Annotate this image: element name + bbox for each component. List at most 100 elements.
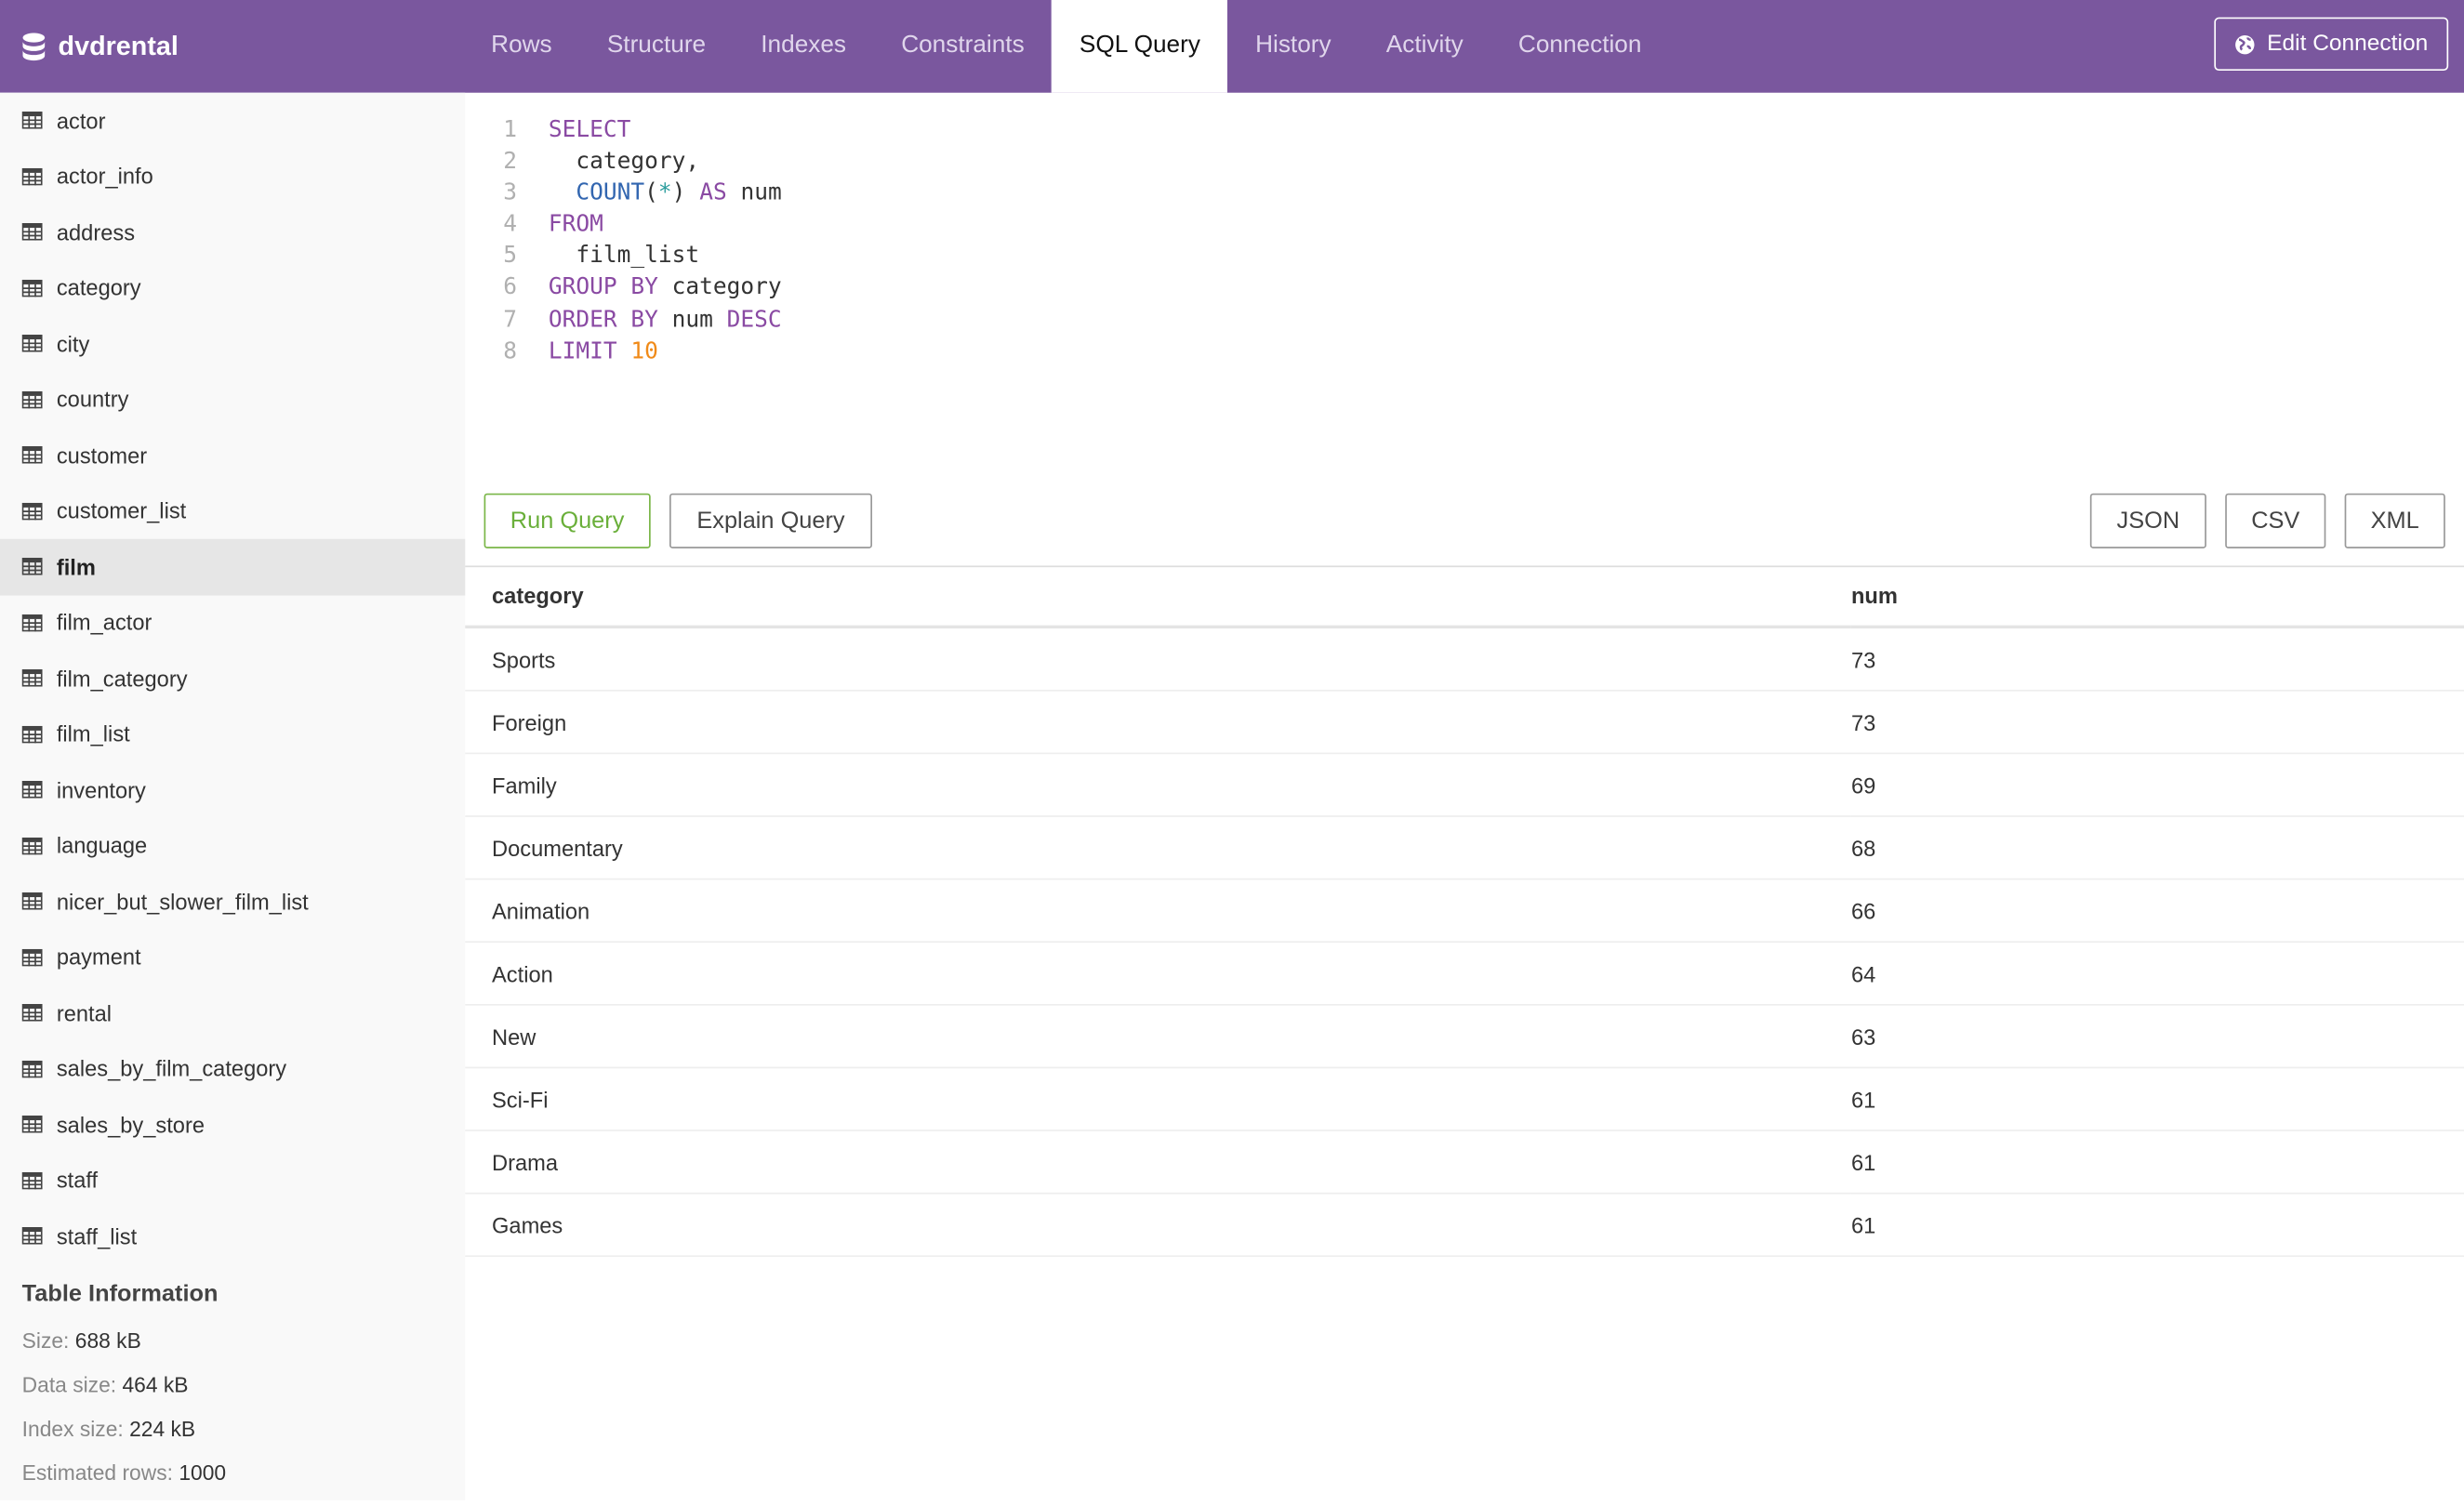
sidebar-item-actor-info[interactable]: actor_info <box>0 149 465 205</box>
table-icon <box>21 1171 57 1189</box>
table-row: Action 64 <box>465 942 2464 1006</box>
tab-structure[interactable]: Structure <box>606 31 707 59</box>
sidebar-item-payment[interactable]: payment <box>0 930 465 985</box>
table-row: Animation 66 <box>465 878 2464 944</box>
tab-indexes[interactable]: Indexes <box>761 31 847 59</box>
line-number: 2 <box>503 149 518 175</box>
code-token: SELECT <box>548 117 631 143</box>
table-row: Documentary 68 <box>465 816 2464 880</box>
table-info-row: Size: 688 kB <box>0 1328 465 1373</box>
export-csv-button[interactable]: CSV <box>2225 493 2326 548</box>
code-text: GROUP BY category <box>549 272 782 304</box>
sidebar-item-city[interactable]: city <box>0 316 465 372</box>
code-line: 1 SELECT <box>465 114 2464 146</box>
cell-num: 61 <box>1850 1130 2464 1195</box>
table-info-row: Data size: 464 kB <box>0 1373 465 1418</box>
code-line: 4 FROM <box>465 209 2464 241</box>
sidebar-item-label: language <box>56 833 148 859</box>
table-row: Drama 61 <box>465 1130 2464 1195</box>
export-json-button[interactable]: JSON <box>2089 493 2206 548</box>
table-icon <box>21 223 57 242</box>
cell-num: 64 <box>1850 942 2464 1006</box>
code-token: COUNT <box>576 180 645 206</box>
sidebar-item-customer[interactable]: customer <box>0 428 465 483</box>
sidebar-item-rental[interactable]: rental <box>0 985 465 1041</box>
line-number: 4 <box>503 212 518 238</box>
sidebar-item-sales-by-film-category[interactable]: sales_by_film_category <box>0 1041 465 1097</box>
sidebar-item-label: country <box>56 387 129 413</box>
column-header-num: num <box>1850 565 2464 629</box>
sidebar-item-country[interactable]: country <box>0 372 465 428</box>
sql-editor[interactable]: 1 SELECT 2 category, 3 COUNT(*) AS num 4 FROM… <box>465 93 2464 486</box>
table-icon <box>21 167 57 186</box>
tab-rows[interactable]: Rows <box>491 31 552 59</box>
code-line: 3 COUNT(*) AS num <box>465 178 2464 209</box>
tab-activity[interactable]: Activity <box>1385 31 1464 59</box>
sidebar-item-label: address <box>56 219 136 245</box>
code-token: num <box>657 307 727 333</box>
sidebar-item-actor[interactable]: actor <box>0 93 465 149</box>
sidebar-item-label: customer_list <box>56 498 187 524</box>
sidebar-item-address[interactable]: address <box>0 205 465 260</box>
table-info-row: Estimated rows: 1000 <box>0 1461 465 1506</box>
info-value: 688 kB <box>74 1328 141 1353</box>
sidebar-item-film-category[interactable]: film_category <box>0 651 465 707</box>
table-icon <box>21 112 57 130</box>
table-icon <box>21 1116 57 1133</box>
cell-category: Games <box>465 1193 1851 1258</box>
code-line: 8 LIMIT 10 <box>465 336 2464 367</box>
edit-connection-button[interactable]: Edit Connection <box>2213 17 2449 72</box>
sidebar-item-language[interactable]: language <box>0 818 465 874</box>
sidebar-item-inventory[interactable]: inventory <box>0 762 465 818</box>
table-info: Size: 688 kB Data size: 464 kB Index size:… <box>0 1328 465 1506</box>
tab-history[interactable]: History <box>1255 31 1331 59</box>
sidebar-item-label: actor_info <box>56 164 153 190</box>
line-number: 8 <box>503 338 518 364</box>
tab-constraints[interactable]: Constraints <box>901 31 1025 59</box>
results-table: category num Sports 73 Foreign 73 Family 69 Do… <box>465 565 2464 1258</box>
sidebar-item-film-actor[interactable]: film_actor <box>0 595 465 651</box>
sidebar-item-label: staff <box>56 1168 99 1194</box>
code-token: num <box>726 180 782 206</box>
code-text: film_list <box>549 241 699 272</box>
sidebar-item-nicer-but-slower-film-list[interactable]: nicer_but_slower_film_list <box>0 874 465 930</box>
line-number: 6 <box>503 275 518 301</box>
table-icon <box>21 390 57 409</box>
sidebar-item-staff-list[interactable]: staff_list <box>0 1209 465 1264</box>
sidebar-item-category[interactable]: category <box>0 260 465 316</box>
table-row: New 63 <box>465 1004 2464 1069</box>
table-icon <box>21 837 57 854</box>
run-query-button[interactable]: Run Query <box>484 493 651 548</box>
sidebar-item-label: film_actor <box>56 610 152 636</box>
export-xml-button[interactable]: XML <box>2344 493 2445 548</box>
sidebar-item-label: sales_by_film_category <box>56 1056 287 1082</box>
code-line: 7 ORDER BY num DESC <box>465 304 2464 336</box>
sidebar-item-sales-by-store[interactable]: sales_by_store <box>0 1097 465 1153</box>
sidebar-item-label: actor <box>56 108 106 134</box>
tab-sql-query[interactable]: SQL Query <box>1052 0 1228 93</box>
table-icon <box>21 781 57 799</box>
sidebar-item-staff[interactable]: staff <box>0 1153 465 1209</box>
info-value: 1000 <box>179 1461 227 1486</box>
sidebar-item-label: sales_by_store <box>56 1112 205 1138</box>
explain-query-button[interactable]: Explain Query <box>669 493 873 548</box>
cell-num: 61 <box>1850 1067 2464 1131</box>
sidebar-item-label: customer <box>56 443 148 469</box>
tab-connection[interactable]: Connection <box>1517 31 1642 59</box>
table-icon <box>21 558 57 575</box>
code-token: LIMIT <box>548 338 617 364</box>
info-value: 224 kB <box>129 1417 196 1441</box>
table-icon <box>21 1227 57 1245</box>
table-icon <box>21 725 57 743</box>
cell-category: Sci-Fi <box>465 1067 1851 1131</box>
sidebar-item-customer-list[interactable]: customer_list <box>0 483 465 539</box>
cell-category: Documentary <box>465 816 1851 880</box>
cell-category: Family <box>465 753 1851 817</box>
sidebar-item-film[interactable]: film <box>0 538 466 595</box>
database-icon <box>22 32 46 60</box>
sidebar-item-film-list[interactable]: film_list <box>0 707 465 762</box>
cell-num: 69 <box>1850 753 2464 817</box>
table-icon <box>21 502 57 521</box>
cell-category: Sports <box>465 627 1851 692</box>
